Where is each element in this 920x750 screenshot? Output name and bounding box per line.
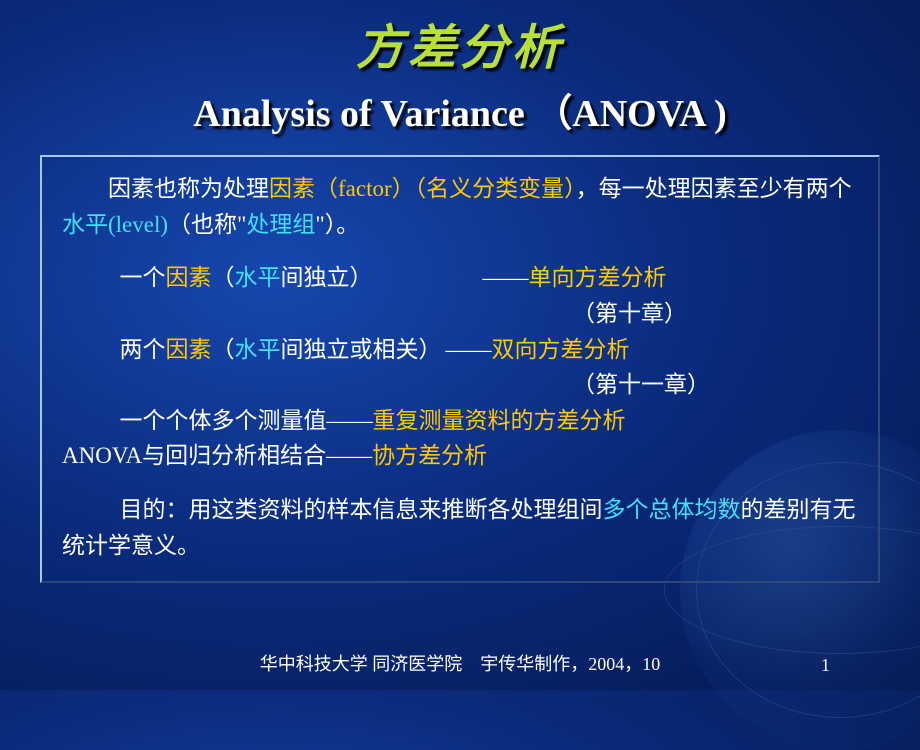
text-highlight: 因素	[166, 265, 212, 290]
text-highlight: 重复测量资料的方差分析	[373, 408, 626, 433]
text-highlight: (level)	[108, 212, 168, 237]
footer-year: 2004，10	[588, 654, 660, 674]
text-highlight: 双向方差分析	[492, 337, 630, 362]
text: ——	[446, 337, 492, 362]
line-ancova: ANOVA与回归分析相结合——协方差分析	[62, 438, 858, 474]
text: 一个	[120, 265, 166, 290]
page-number: 1	[821, 655, 830, 676]
text-highlight: 因素	[166, 337, 212, 362]
line-repeated-measures: 一个个体多个测量值——重复测量资料的方差分析	[62, 403, 858, 439]
content-box: 因素也称为处理因素（factor）（名义分类变量），每一处理因素至少有两个水平(…	[40, 155, 880, 583]
text-highlight: factor	[338, 176, 392, 201]
paragraph-intro: 因素也称为处理因素（factor）（名义分类变量），每一处理因素至少有两个水平(…	[62, 171, 858, 242]
line-one-factor: 一个因素（水平间独立） ——单向方差分析	[62, 260, 858, 296]
footer-text: 华中科技大学 同济医学院 宇传华制作，	[260, 654, 589, 674]
text: ANOVA与回归分析相结合——	[62, 443, 372, 468]
text-highlight: 水平	[235, 337, 281, 362]
title-english: Analysis of Variance （ANOVA )	[0, 82, 920, 137]
text: （也称"	[168, 212, 246, 237]
text: ，每一处理因素至少有两个	[576, 176, 852, 201]
text: ——	[483, 265, 529, 290]
text-highlight: ）（名义分类变量）	[392, 176, 576, 201]
text-highlight: 协方差分析	[372, 443, 487, 468]
text: 一个个体多个测量值——	[120, 408, 373, 433]
text: 因素也称为处理	[108, 176, 269, 201]
text-highlight: 多个总体均数	[603, 497, 741, 522]
text-highlight: 因素	[269, 176, 315, 201]
chapter-ref-10: （第十章）	[62, 296, 858, 332]
text: "）。	[315, 212, 359, 237]
text-highlight: 处理组	[246, 212, 315, 237]
paragraph-purpose: 目的：用这类资料的样本信息来推断各处理组间多个总体均数的差别有无统计学意义。	[62, 492, 858, 563]
chapter-ref-11: （第十一章）	[62, 367, 858, 403]
text-highlight: （	[315, 176, 338, 201]
text: 目的：用这类资料的样本信息来推断各处理组间	[120, 497, 603, 522]
line-two-factor: 两个因素（水平间独立或相关）——双向方差分析	[62, 332, 858, 368]
text-highlight: 单向方差分析	[529, 265, 667, 290]
text-highlight: 水平	[235, 265, 281, 290]
text: （	[212, 337, 235, 362]
text: 两个	[120, 337, 166, 362]
text-highlight: 水平	[62, 212, 108, 237]
text: 间独立）	[281, 265, 373, 290]
text: 间独立或相关）	[281, 337, 442, 362]
title-chinese: 方差分析	[0, 0, 920, 78]
footer: 华中科技大学 同济医学院 宇传华制作，2004，10	[0, 650, 920, 676]
text: （	[212, 265, 235, 290]
